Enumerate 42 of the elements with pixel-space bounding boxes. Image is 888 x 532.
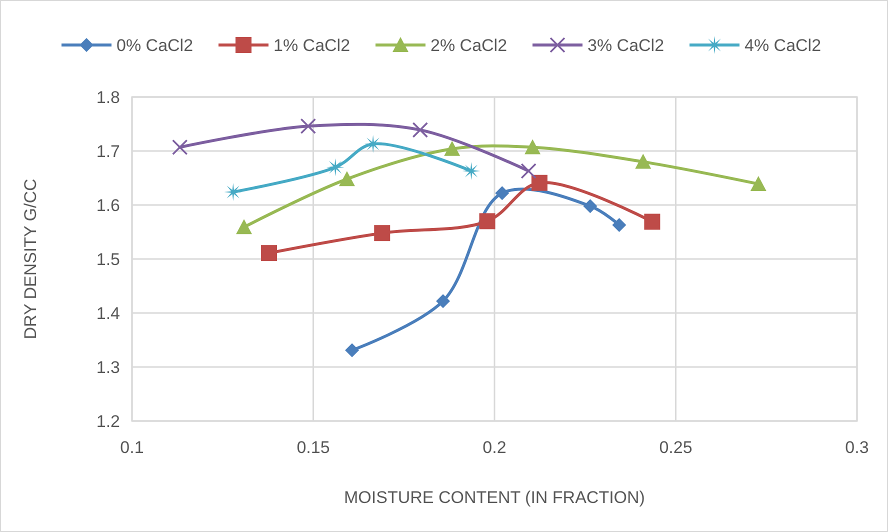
point bbox=[462, 162, 480, 180]
legend-label: 0% CaCl2 bbox=[116, 36, 194, 55]
y-tick-label: 1.8 bbox=[96, 88, 120, 107]
point bbox=[261, 245, 278, 262]
point bbox=[635, 154, 652, 169]
point bbox=[236, 219, 252, 234]
point bbox=[583, 199, 598, 214]
point bbox=[524, 139, 541, 154]
point bbox=[326, 158, 344, 176]
point bbox=[172, 139, 188, 156]
x-tick-label: 0.25 bbox=[659, 438, 692, 457]
x-tick-label: 0.3 bbox=[845, 438, 869, 457]
legend-label: 4% CaCl2 bbox=[744, 36, 822, 55]
x-tick-label: 0.1 bbox=[120, 438, 144, 457]
y-axis-title: DRY DENSITY G/CC bbox=[21, 178, 40, 340]
y-tick-label: 1.7 bbox=[96, 142, 120, 161]
legend-label: 3% CaCl2 bbox=[588, 36, 664, 55]
point bbox=[531, 174, 548, 191]
point bbox=[750, 176, 766, 191]
x-tick-label: 0.15 bbox=[296, 438, 330, 457]
point bbox=[444, 140, 460, 156]
legend-label: 2% CaCl2 bbox=[430, 36, 508, 55]
x-axis-title: MOISTURE CONTENT (IN FRACTION) bbox=[344, 488, 645, 507]
point bbox=[479, 213, 496, 230]
point bbox=[338, 171, 355, 186]
point bbox=[345, 343, 360, 358]
point bbox=[520, 163, 536, 179]
point bbox=[612, 218, 626, 232]
point bbox=[436, 294, 450, 308]
y-tick-label: 1.4 bbox=[96, 304, 120, 323]
point bbox=[374, 225, 390, 242]
y-tick-label: 1.5 bbox=[96, 250, 120, 269]
point bbox=[412, 122, 428, 138]
point bbox=[644, 214, 660, 230]
x-tick-label: 0.2 bbox=[482, 438, 506, 457]
point bbox=[224, 183, 242, 202]
y-tick-label: 1.6 bbox=[96, 196, 120, 215]
y-tick-label: 1.3 bbox=[96, 358, 120, 377]
legend-label: 1% CaCl2 bbox=[274, 36, 350, 55]
point bbox=[300, 118, 316, 134]
point bbox=[495, 186, 510, 200]
y-tick-label: 1.2 bbox=[96, 412, 120, 431]
